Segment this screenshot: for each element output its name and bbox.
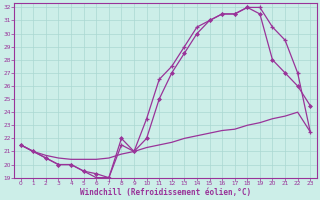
X-axis label: Windchill (Refroidissement éolien,°C): Windchill (Refroidissement éolien,°C) (80, 188, 251, 197)
